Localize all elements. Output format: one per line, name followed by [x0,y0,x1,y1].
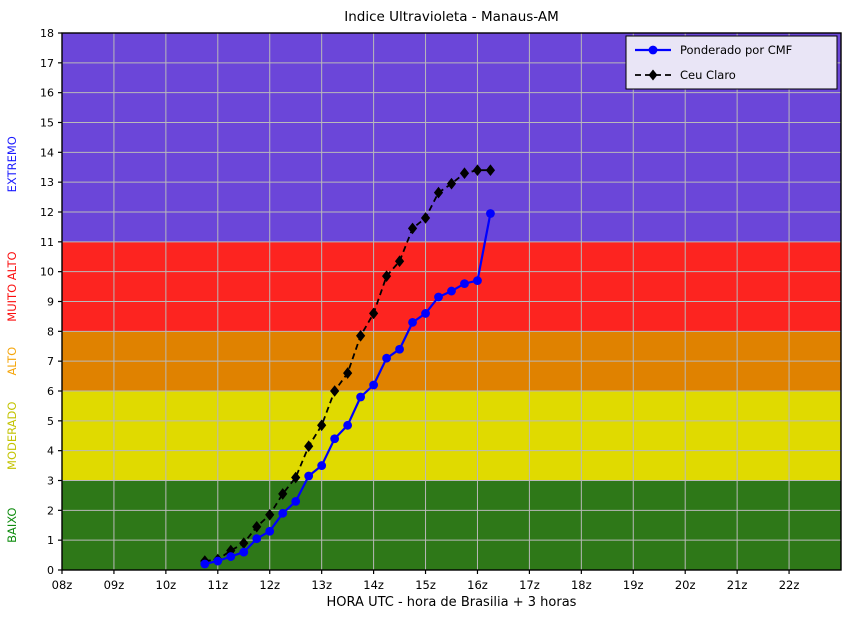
band-muito-alto [62,241,841,332]
band-baixo [62,480,841,570]
y-tick-label: 8 [47,325,54,338]
data-point-marker [200,559,210,569]
y-tick-label: 15 [40,117,54,130]
data-point-marker [369,307,379,320]
y-tick-label: 14 [40,146,54,159]
x-tick-label: 15z [415,578,436,592]
y-tick-label: 3 [47,475,54,488]
data-point-marker [213,556,223,566]
data-point-marker [356,392,366,402]
data-point-marker [420,212,431,224]
data-point-marker [330,385,340,397]
data-point-marker [265,509,275,521]
y-tick-label: 9 [47,296,54,309]
legend-entry-label: Ponderado por CMF [680,43,792,57]
legend-marker-circle [648,45,658,55]
band-label-moderado: MODERADO [5,402,19,470]
x-tick-label: 11z [207,578,228,592]
x-tick-label: 14z [363,578,384,592]
x-tick-label: 13z [311,578,332,592]
data-point-marker [252,534,262,544]
y-tick-label: 1 [47,534,54,547]
data-point-marker [252,520,262,533]
data-point-marker [485,164,496,177]
data-point-marker [304,471,314,481]
chart-title: Indice Ultravioleta - Manaus-AM [344,9,559,25]
data-point-marker [239,537,249,549]
data-point-marker [394,255,405,268]
data-point-marker [304,440,314,452]
y-tick-label: 5 [47,415,54,428]
band-label-alto: ALTO [5,347,19,376]
data-point-marker [472,164,483,177]
data-point-marker [330,434,340,444]
data-point-marker [291,471,301,484]
y-tick-label: 10 [40,266,54,279]
y-tick-label: 18 [40,27,54,40]
band-label-muito-alto: MUITO ALTO [5,251,19,321]
y-tick-label: 2 [47,504,54,517]
data-point-marker [433,186,444,199]
x-tick-label: 16z [467,578,488,592]
band-label-baixo: BAIXO [5,508,19,543]
x-tick-label: 20z [675,578,696,592]
y-tick-label: 6 [47,385,54,398]
y-tick-label: 4 [47,445,54,458]
data-point-marker [421,309,430,318]
y-tick-label: 11 [40,236,54,249]
x-axis-label: HORA UTC - hora de Brasilia + 3 horas [326,595,577,610]
data-point-marker [395,344,404,354]
x-tick-label: 12z [259,578,280,592]
data-point-marker [343,367,353,379]
data-point-marker [278,488,288,500]
legend-marker-diamond [648,69,658,81]
data-point-marker [459,167,470,180]
data-point-marker [278,508,288,518]
x-tick-label: 08z [52,578,73,592]
x-tick-label: 17z [519,578,540,592]
data-point-marker [408,317,417,327]
data-point-marker [460,279,469,288]
x-tick-label: 19z [623,578,644,592]
x-tick-label: 22z [779,578,800,592]
x-tick-label: 10z [156,578,177,592]
band-moderado [62,391,841,481]
data-point-marker [317,419,327,432]
data-point-marker [226,552,236,561]
x-tick-label: 21z [727,578,748,592]
data-point-marker [265,526,275,536]
y-tick-label: 17 [40,57,54,70]
data-point-marker [239,547,249,557]
x-tick-label: 18z [571,578,592,592]
y-tick-label: 12 [40,206,54,219]
data-point-marker [486,209,495,218]
y-tick-label: 0 [47,564,54,577]
data-point-marker [291,496,301,506]
data-point-marker [434,292,443,302]
data-point-marker [343,420,353,430]
data-point-marker [446,177,457,190]
data-point-marker [356,330,366,342]
data-point-marker [473,276,482,286]
y-tick-label: 7 [47,355,54,368]
legend-entry-label: Ceu Claro [680,68,736,82]
data-point-marker [317,461,327,470]
band-label-extremo: EXTREMO [5,136,19,192]
y-tick-label: 16 [40,87,54,100]
x-tick-label: 09z [104,578,125,592]
legend-box [625,35,838,90]
data-point-marker [381,270,392,282]
data-point-marker [382,353,391,363]
data-point-marker [369,380,378,390]
data-point-marker [447,286,456,296]
y-tick-label: 13 [40,176,54,189]
data-point-marker [407,222,418,235]
